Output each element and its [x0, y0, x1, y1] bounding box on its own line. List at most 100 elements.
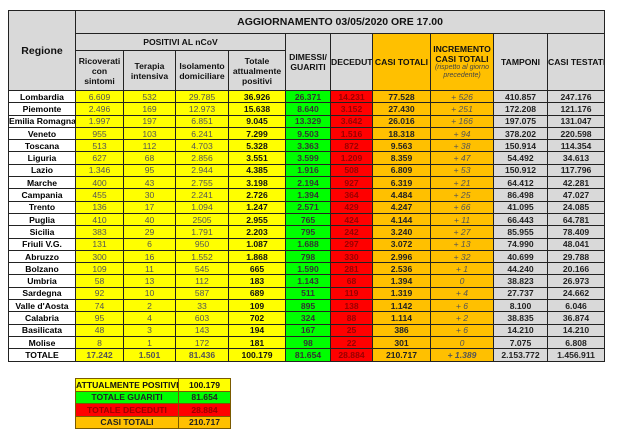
- covid-regional-table: Regione AGGIORNAMENTO 03/05/2020 ORE 17.…: [8, 10, 606, 362]
- cell-tamponi: 41.095: [493, 200, 548, 214]
- cell-ricoverati: 410: [75, 212, 124, 227]
- cell-terapia: 3: [123, 323, 176, 337]
- header-ricoverati: Ricoverati con sintomi: [75, 50, 124, 91]
- cell-tamponi: 38.823: [493, 274, 548, 288]
- cell-deceduti: 138: [330, 299, 373, 313]
- cell-regione: Lombardia: [8, 89, 76, 104]
- cell-tamponi: 172.208: [493, 102, 548, 116]
- cell-dimessi: 795: [285, 225, 331, 239]
- cell-regione: Sardegna: [8, 286, 76, 301]
- table-row: Piemonte 2.496 169 12.973 15.638 8.640 3.152 27…: [8, 102, 606, 116]
- cell-dimessi: 1.688: [285, 237, 331, 251]
- cell-ricoverati: 400: [75, 176, 124, 190]
- cell-totale-positivi: 36.926: [228, 89, 286, 104]
- cell-terapia: 40: [123, 212, 176, 227]
- cell-totale-positivi: 194: [228, 323, 286, 337]
- cell-tamponi: 150.912: [493, 163, 548, 178]
- cell-dimessi: 765: [285, 212, 331, 227]
- cell-ricoverati: 74: [75, 299, 124, 313]
- table-row: Valle d'Aosta 74 2 33 109 895 138 1.142 + 6 8.100…: [8, 299, 606, 313]
- cell-dimessi: 895: [285, 299, 331, 313]
- cell-regione: Liguria: [8, 151, 76, 165]
- table-row: Lazio 1.346 95 2.944 4.385 1.916 508 6.809 + 53 1…: [8, 163, 606, 178]
- cell-ricoverati: 92: [75, 286, 124, 301]
- cell-isolamento: 12.973: [175, 102, 229, 116]
- cell-dimessi: 511: [285, 286, 331, 301]
- cell-isolamento: 1.094: [175, 200, 229, 214]
- cell-regione: Marche: [8, 176, 76, 190]
- cell-casi-testati: 6.808: [546, 335, 606, 350]
- cell-totale-positivi: 2.726: [228, 188, 286, 202]
- cell-regione: Puglia: [8, 212, 76, 227]
- cell-isolamento: 2.944: [175, 163, 229, 178]
- header-isolamento: Isolamento domiciliare: [175, 50, 229, 91]
- cell-incremento: 0: [430, 274, 494, 288]
- cell-tamponi: 8.100: [493, 299, 548, 313]
- header-casi-testati: CASI TESTATI: [546, 33, 606, 91]
- table-row: Puglia 410 40 2505 2.955 765 424 4.144 + 11 66.44…: [8, 212, 606, 227]
- cell-ricoverati: 6.609: [75, 89, 124, 104]
- cell-dimessi: 1.394: [285, 188, 331, 202]
- cell-casi-totali: 3.072: [372, 237, 431, 251]
- cell-tamponi: 14.210: [493, 323, 548, 337]
- cell-terapia: 1.501: [123, 348, 176, 362]
- cell-totale-positivi: 1.868: [228, 249, 286, 264]
- incremento-label: INCREMENTO CASI TOTALI: [433, 44, 491, 64]
- cell-totale-positivi: 5.328: [228, 139, 286, 153]
- table-row: Sicilia 383 29 1.791 2.203 795 242 3.240 + 27 85.…: [8, 225, 606, 239]
- cell-tamponi: 44.240: [493, 262, 548, 276]
- cell-casi-totali: 2.536: [372, 262, 431, 276]
- cell-casi-totali: 4.484: [372, 188, 431, 202]
- cell-isolamento: 6.241: [175, 126, 229, 141]
- table-row: Veneto 955 103 6.241 7.299 9.503 1.516 18.318 + …: [8, 126, 606, 141]
- cell-isolamento: 112: [175, 274, 229, 288]
- cell-ricoverati: 455: [75, 188, 124, 202]
- cell-incremento: + 166: [430, 114, 494, 128]
- cell-dimessi: 1.143: [285, 274, 331, 288]
- cell-isolamento: 603: [175, 311, 229, 325]
- cell-regione: Basilicata: [8, 323, 76, 337]
- cell-dimessi: 98: [285, 335, 331, 350]
- cell-regione: Veneto: [8, 126, 76, 141]
- cell-tamponi: 86.498: [493, 188, 548, 202]
- cell-incremento: + 27: [430, 225, 494, 239]
- cell-incremento: + 6: [430, 299, 494, 313]
- cell-isolamento: 1.791: [175, 225, 229, 239]
- cell-deceduti: 927: [330, 176, 373, 190]
- cell-dimessi: 26.371: [285, 89, 331, 104]
- cell-casi-totali: 301: [372, 335, 431, 350]
- cell-deceduti: 364: [330, 188, 373, 202]
- cell-casi-testati: 1.456.911: [546, 348, 606, 362]
- cell-totale-positivi: 665: [228, 262, 286, 276]
- cell-casi-testati: 117.796: [546, 163, 606, 178]
- header-casi-totali: CASI TOTALI: [372, 33, 431, 91]
- cell-deceduti: 25: [330, 323, 373, 337]
- cell-deceduti: 68: [330, 274, 373, 288]
- cell-casi-testati: 24.085: [546, 200, 606, 214]
- cell-casi-testati: 24.662: [546, 286, 606, 301]
- cell-totale-positivi: 3.198: [228, 176, 286, 190]
- cell-tamponi: 64.412: [493, 176, 548, 190]
- cell-isolamento: 1.552: [175, 249, 229, 264]
- cell-casi-testati: 131.047: [546, 114, 606, 128]
- table-row: Calabria 95 4 603 702 324 88 1.114 + 2 38.835 36.8…: [8, 311, 606, 325]
- cell-regione: Lazio: [8, 163, 76, 178]
- cell-casi-totali: 210.717: [372, 348, 431, 362]
- cell-totale-positivi: 3.551: [228, 151, 286, 165]
- cell-casi-totali: 1.114: [372, 311, 431, 325]
- cell-terapia: 16: [123, 249, 176, 264]
- cell-casi-testati: 220.598: [546, 126, 606, 141]
- cell-totale-positivi: 2.955: [228, 212, 286, 227]
- table-row: Bolzano 109 11 545 665 1.590 281 2.536 + 1 44.240…: [8, 262, 606, 276]
- cell-incremento: + 11: [430, 212, 494, 227]
- cell-regione: Bolzano: [8, 262, 76, 276]
- cell-deceduti: 14.231: [330, 89, 373, 104]
- cell-casi-totali: 2.996: [372, 249, 431, 264]
- cell-tamponi: 7.075: [493, 335, 548, 350]
- cell-incremento: + 6: [430, 323, 494, 337]
- cell-isolamento: 6.851: [175, 114, 229, 128]
- cell-deceduti: 3.152: [330, 102, 373, 116]
- cell-deceduti: 3.642: [330, 114, 373, 128]
- header-dimessi: DIMESSI/ GUARITI: [285, 33, 331, 91]
- summary-label: TOTALE GUARITI: [75, 390, 179, 404]
